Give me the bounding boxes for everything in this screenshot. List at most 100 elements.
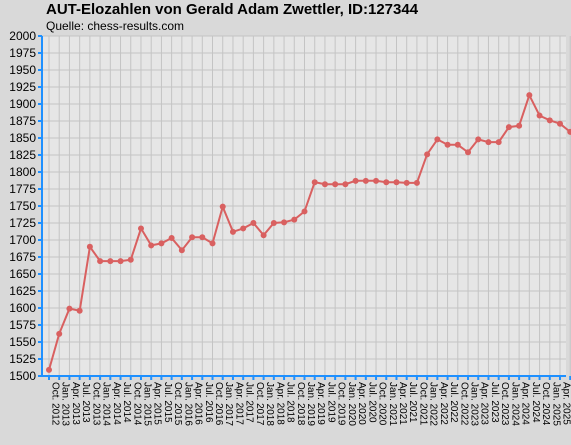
data-point bbox=[86, 243, 93, 250]
data-point bbox=[178, 247, 185, 254]
data-point bbox=[46, 366, 52, 373]
data-point bbox=[148, 242, 155, 249]
x-tick-label: Jul. 2014 bbox=[121, 382, 132, 423]
data-point bbox=[454, 141, 461, 148]
y-tick-label: 1650 bbox=[9, 267, 36, 281]
data-point bbox=[137, 225, 144, 232]
x-tick-label: Jul. 2017 bbox=[244, 382, 255, 423]
data-point bbox=[465, 149, 472, 156]
data-point bbox=[311, 179, 318, 186]
data-point bbox=[342, 181, 349, 188]
data-point bbox=[546, 117, 553, 124]
data-point bbox=[97, 258, 104, 265]
y-tick-label: 1700 bbox=[9, 233, 36, 247]
y-tick-label: 1550 bbox=[9, 335, 36, 349]
data-point bbox=[209, 240, 216, 247]
data-point bbox=[291, 216, 298, 223]
x-tick-label: Oct. 2013 bbox=[90, 382, 101, 426]
x-tick-label: Oct. 2022 bbox=[458, 382, 469, 426]
x-tick-label: Jul. 2022 bbox=[448, 382, 459, 423]
data-point bbox=[66, 305, 73, 312]
chart-subtitle: Quelle: chess-results.com bbox=[46, 19, 185, 33]
data-point bbox=[189, 234, 196, 241]
series bbox=[46, 92, 571, 373]
data-point bbox=[260, 232, 267, 239]
x-tick-label: Apr. 2013 bbox=[70, 382, 81, 425]
x-tick-label: Apr. 2024 bbox=[520, 382, 531, 425]
data-point bbox=[56, 330, 63, 337]
data-point bbox=[270, 220, 277, 226]
x-tick-label: Jan. 2014 bbox=[101, 382, 112, 426]
data-point bbox=[301, 208, 308, 215]
data-point bbox=[352, 177, 359, 184]
x-tick-label: Jan. 2020 bbox=[346, 382, 357, 426]
data-point bbox=[424, 151, 431, 158]
y-tick-label: 1625 bbox=[9, 284, 36, 298]
y-tick-label: 1575 bbox=[9, 318, 36, 332]
x-tick-label: Oct. 2019 bbox=[336, 382, 347, 426]
x-tick-label: Oct. 2024 bbox=[540, 382, 551, 426]
data-point bbox=[332, 181, 339, 188]
x-tick-label: Apr. 2021 bbox=[397, 382, 408, 425]
data-point bbox=[127, 256, 134, 263]
x-tick-label: Jan. 2015 bbox=[141, 382, 152, 426]
x-tick-label: Jan. 2017 bbox=[223, 382, 234, 426]
x-tick-label: Jan. 2021 bbox=[387, 382, 398, 426]
data-point bbox=[107, 258, 114, 265]
x-tick-label: Apr. 2016 bbox=[193, 382, 204, 425]
x-tick-label: Jan. 2023 bbox=[469, 382, 480, 426]
y-tick-label: 1975 bbox=[9, 46, 36, 60]
x-tick-label: Jul. 2019 bbox=[325, 382, 336, 423]
data-point bbox=[393, 179, 400, 186]
data-point bbox=[475, 136, 482, 143]
data-point bbox=[485, 139, 492, 146]
x-tick-label: Jul. 2024 bbox=[530, 382, 541, 423]
data-point bbox=[526, 92, 533, 99]
data-point bbox=[168, 234, 175, 241]
y-tick-label: 1600 bbox=[9, 301, 36, 315]
data-point bbox=[536, 112, 543, 119]
x-tick-label: Jan. 2019 bbox=[305, 382, 316, 426]
y-tick-label: 2000 bbox=[9, 29, 36, 43]
x-tick-label: Oct. 2023 bbox=[499, 382, 510, 426]
x-tick-label: Apr. 2023 bbox=[479, 382, 490, 425]
x-tick-label: Apr. 2022 bbox=[438, 382, 449, 425]
data-point bbox=[516, 122, 523, 129]
x-tick-label: Jul. 2018 bbox=[285, 382, 296, 423]
x-tick-label: Jul. 2020 bbox=[366, 382, 377, 423]
x-axis-ticks: Oct. 2012 Jan. 2013 Apr. 2013 Jul. 2013 Oct.… bbox=[48, 376, 571, 426]
data-point bbox=[219, 203, 226, 210]
data-point bbox=[434, 136, 441, 143]
x-tick-label: Apr. 2019 bbox=[315, 382, 326, 425]
y-tick-label: 1800 bbox=[9, 165, 36, 179]
x-tick-label: Jan. 2022 bbox=[428, 382, 439, 426]
data-point bbox=[362, 177, 369, 184]
y-tick-label: 1925 bbox=[9, 80, 36, 94]
x-tick-label: Jan. 2018 bbox=[264, 382, 275, 426]
x-tick-label: Oct. 2020 bbox=[377, 382, 388, 426]
x-tick-label: Apr. 2014 bbox=[111, 382, 122, 425]
x-tick-label: Jan. 2024 bbox=[509, 382, 520, 426]
data-point bbox=[557, 120, 563, 127]
x-tick-label: Oct. 2014 bbox=[131, 382, 142, 426]
y-axis-ticks: 1500 1525 1550 1575 1600 1625 1650 1675 1700 1725… bbox=[9, 29, 42, 383]
x-tick-label: Oct. 2015 bbox=[172, 382, 183, 426]
y-tick-label: 1950 bbox=[9, 63, 36, 77]
data-point bbox=[158, 240, 165, 247]
data-point bbox=[383, 179, 390, 186]
x-tick-label: Jan. 2025 bbox=[550, 382, 561, 426]
data-point bbox=[403, 179, 410, 186]
y-tick-label: 1825 bbox=[9, 148, 36, 162]
x-tick-label: Jul. 2013 bbox=[80, 382, 91, 423]
data-point bbox=[444, 141, 451, 148]
data-point bbox=[229, 228, 236, 235]
chart-title: AUT-Elozahlen von Gerald Adam Zwettler, … bbox=[46, 1, 419, 18]
y-tick-label: 1775 bbox=[9, 182, 36, 196]
data-point bbox=[495, 139, 502, 146]
data-point bbox=[199, 234, 206, 241]
x-tick-label: Jul. 2021 bbox=[407, 382, 418, 423]
data-point bbox=[505, 124, 512, 131]
y-tick-label: 1875 bbox=[9, 114, 36, 128]
x-tick-label: Oct. 2018 bbox=[295, 382, 306, 426]
